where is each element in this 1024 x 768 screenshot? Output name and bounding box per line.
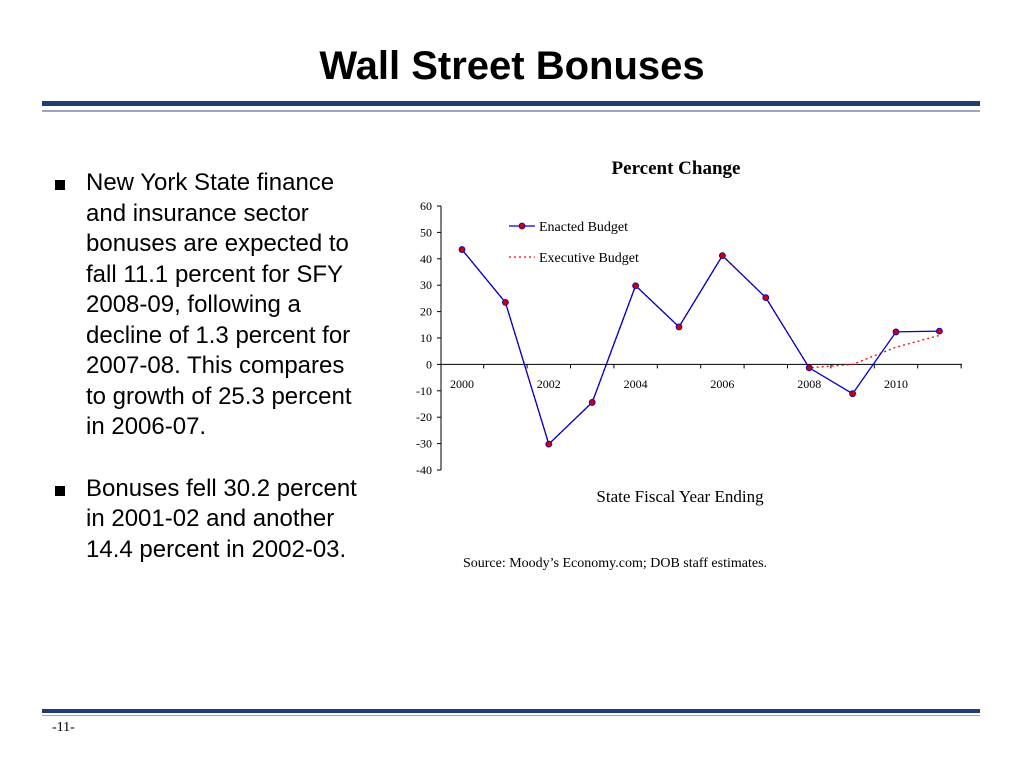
enacted-budget-point <box>545 440 553 448</box>
enacted-budget-point <box>501 298 509 306</box>
y-tick-label: -20 <box>416 410 432 424</box>
legend-enacted-label: Enacted Budget <box>539 220 628 235</box>
source-note: Source: Moody’s Economy.com; DOB staff e… <box>463 556 767 571</box>
y-tick-label: -10 <box>416 384 432 398</box>
enacted-budget-point <box>849 390 856 398</box>
slide-title: Wall Street Bonuses <box>319 44 705 88</box>
enacted-budget-point <box>719 252 726 260</box>
x-tick-label: 2010 <box>884 377 908 391</box>
bullet-list: New York State finance and insurance sec… <box>50 168 370 596</box>
square-bullet-icon <box>55 180 65 190</box>
bullet-text: New York State finance and insurance sec… <box>86 169 352 440</box>
chart-title: Percent Change <box>612 158 741 179</box>
chart-series <box>458 246 943 448</box>
enacted-budget-point <box>762 294 770 302</box>
header-rule-thick <box>42 101 980 106</box>
bullet-text: Bonuses fell 30.2 percent in 2001-02 and… <box>86 474 357 563</box>
executive-budget-line <box>461 249 940 446</box>
y-tick-label: 10 <box>420 331 432 345</box>
x-axis-label: State Fiscal Year Ending <box>596 487 764 506</box>
bullet-item-1: New York State finance and insurance sec… <box>50 168 370 443</box>
y-tick-label: -30 <box>416 437 432 451</box>
x-tick-label: 2006 <box>710 377 734 391</box>
y-tick-label: 40 <box>420 252 432 266</box>
enacted-budget-point <box>588 399 596 406</box>
x-tick-label: 2008 <box>797 377 821 391</box>
footer-rule-thin <box>42 715 980 716</box>
legend-enacted-marker <box>518 222 526 230</box>
slide-number: -11- <box>52 720 75 735</box>
header-rule-thin <box>42 110 980 112</box>
enacted-budget-point <box>805 364 813 372</box>
y-tick-label: 0 <box>426 357 432 371</box>
enacted-budget-point <box>458 246 466 253</box>
enacted-budget-point <box>632 282 639 290</box>
enacted-budget-line <box>461 249 940 446</box>
x-tick-label: 2000 <box>450 377 474 391</box>
y-tick-label: -40 <box>416 463 432 477</box>
y-tick-label: 20 <box>420 305 432 319</box>
y-tick-label: 50 <box>420 225 432 239</box>
square-bullet-icon <box>55 485 65 496</box>
y-tick-label: 30 <box>420 278 432 292</box>
enacted-budget-point <box>675 323 683 331</box>
y-tick-label: 60 <box>420 199 432 213</box>
bullet-item-2: Bonuses fell 30.2 percent in 2001-02 and… <box>50 474 370 566</box>
x-tick-label: 2004 <box>624 377 648 391</box>
x-tick-label: 2002 <box>537 377 561 391</box>
enacted-budget-point <box>892 328 900 336</box>
chart-legend: Enacted Budget Executive Budget <box>509 220 639 266</box>
enacted-budget-point <box>936 327 943 335</box>
footer-rule-thick <box>42 709 980 713</box>
legend-executive-label: Executive Budget <box>539 251 639 266</box>
